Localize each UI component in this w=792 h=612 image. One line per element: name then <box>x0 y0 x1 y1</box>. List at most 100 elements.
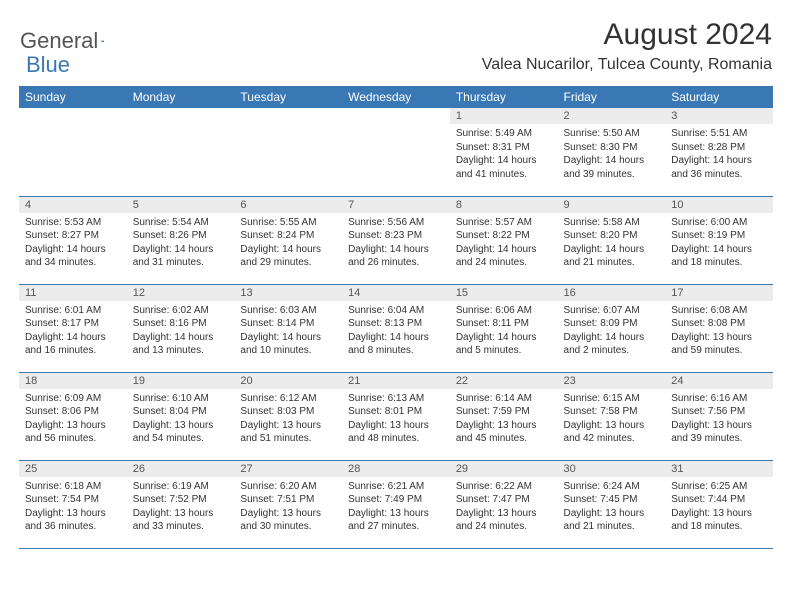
logo-text-blue: Blue <box>26 52 70 77</box>
weekday-header: Saturday <box>665 86 773 108</box>
calendar-cell: 26Sunrise: 6:19 AMSunset: 7:52 PMDayligh… <box>127 460 235 548</box>
day-number: 25 <box>19 461 127 477</box>
day-details: Sunrise: 6:07 AMSunset: 8:09 PMDaylight:… <box>558 301 666 362</box>
day-details: Sunrise: 6:21 AMSunset: 7:49 PMDaylight:… <box>342 477 450 538</box>
day-details: Sunrise: 6:04 AMSunset: 8:13 PMDaylight:… <box>342 301 450 362</box>
weekday-header: Tuesday <box>234 86 342 108</box>
day-number: 15 <box>450 285 558 301</box>
calendar-cell: 22Sunrise: 6:14 AMSunset: 7:59 PMDayligh… <box>450 372 558 460</box>
calendar-cell: 4Sunrise: 5:53 AMSunset: 8:27 PMDaylight… <box>19 196 127 284</box>
calendar-cell: 2Sunrise: 5:50 AMSunset: 8:30 PMDaylight… <box>558 108 666 196</box>
day-details: Sunrise: 6:10 AMSunset: 8:04 PMDaylight:… <box>127 389 235 450</box>
calendar-cell: 29Sunrise: 6:22 AMSunset: 7:47 PMDayligh… <box>450 460 558 548</box>
calendar-cell: 12Sunrise: 6:02 AMSunset: 8:16 PMDayligh… <box>127 284 235 372</box>
day-details: Sunrise: 6:03 AMSunset: 8:14 PMDaylight:… <box>234 301 342 362</box>
calendar-cell <box>234 108 342 196</box>
day-number: 21 <box>342 373 450 389</box>
calendar-row: 25Sunrise: 6:18 AMSunset: 7:54 PMDayligh… <box>19 460 773 548</box>
calendar-cell: 7Sunrise: 5:56 AMSunset: 8:23 PMDaylight… <box>342 196 450 284</box>
day-number: 12 <box>127 285 235 301</box>
day-number: 23 <box>558 373 666 389</box>
logo-text-general: General <box>20 28 98 54</box>
day-details: Sunrise: 6:20 AMSunset: 7:51 PMDaylight:… <box>234 477 342 538</box>
day-details: Sunrise: 5:54 AMSunset: 8:26 PMDaylight:… <box>127 213 235 274</box>
day-details: Sunrise: 6:16 AMSunset: 7:56 PMDaylight:… <box>665 389 773 450</box>
calendar-cell: 19Sunrise: 6:10 AMSunset: 8:04 PMDayligh… <box>127 372 235 460</box>
calendar-cell: 1Sunrise: 5:49 AMSunset: 8:31 PMDaylight… <box>450 108 558 196</box>
day-details: Sunrise: 6:00 AMSunset: 8:19 PMDaylight:… <box>665 213 773 274</box>
weekday-header: Sunday <box>19 86 127 108</box>
day-number: 1 <box>450 108 558 124</box>
calendar-row: 18Sunrise: 6:09 AMSunset: 8:06 PMDayligh… <box>19 372 773 460</box>
calendar-cell: 14Sunrise: 6:04 AMSunset: 8:13 PMDayligh… <box>342 284 450 372</box>
day-number: 28 <box>342 461 450 477</box>
calendar-row: 1Sunrise: 5:49 AMSunset: 8:31 PMDaylight… <box>19 108 773 196</box>
day-number: 18 <box>19 373 127 389</box>
day-number: 17 <box>665 285 773 301</box>
calendar-row: 11Sunrise: 6:01 AMSunset: 8:17 PMDayligh… <box>19 284 773 372</box>
day-details: Sunrise: 6:13 AMSunset: 8:01 PMDaylight:… <box>342 389 450 450</box>
day-number: 9 <box>558 197 666 213</box>
day-details: Sunrise: 5:58 AMSunset: 8:20 PMDaylight:… <box>558 213 666 274</box>
day-details: Sunrise: 5:50 AMSunset: 8:30 PMDaylight:… <box>558 124 666 185</box>
page-header: General August 2024 Valea Nucarilor, Tul… <box>0 0 792 80</box>
calendar-cell: 30Sunrise: 6:24 AMSunset: 7:45 PMDayligh… <box>558 460 666 548</box>
calendar-cell: 17Sunrise: 6:08 AMSunset: 8:08 PMDayligh… <box>665 284 773 372</box>
day-number: 2 <box>558 108 666 124</box>
day-details: Sunrise: 6:22 AMSunset: 7:47 PMDaylight:… <box>450 477 558 538</box>
calendar-cell: 3Sunrise: 5:51 AMSunset: 8:28 PMDaylight… <box>665 108 773 196</box>
day-details: Sunrise: 6:12 AMSunset: 8:03 PMDaylight:… <box>234 389 342 450</box>
logo: General <box>20 28 123 54</box>
logo-blue-text-wrap: Blue <box>26 52 70 78</box>
day-details: Sunrise: 6:15 AMSunset: 7:58 PMDaylight:… <box>558 389 666 450</box>
calendar-cell: 25Sunrise: 6:18 AMSunset: 7:54 PMDayligh… <box>19 460 127 548</box>
day-number: 11 <box>19 285 127 301</box>
calendar-cell: 23Sunrise: 6:15 AMSunset: 7:58 PMDayligh… <box>558 372 666 460</box>
day-details: Sunrise: 5:56 AMSunset: 8:23 PMDaylight:… <box>342 213 450 274</box>
day-number: 26 <box>127 461 235 477</box>
day-details: Sunrise: 6:25 AMSunset: 7:44 PMDaylight:… <box>665 477 773 538</box>
weekday-header-row: Sunday Monday Tuesday Wednesday Thursday… <box>19 86 773 108</box>
calendar-cell: 15Sunrise: 6:06 AMSunset: 8:11 PMDayligh… <box>450 284 558 372</box>
calendar-body: 1Sunrise: 5:49 AMSunset: 8:31 PMDaylight… <box>19 108 773 548</box>
day-number: 24 <box>665 373 773 389</box>
day-number: 13 <box>234 285 342 301</box>
location-line: Valea Nucarilor, Tulcea County, Romania <box>482 56 772 74</box>
calendar-cell: 9Sunrise: 5:58 AMSunset: 8:20 PMDaylight… <box>558 196 666 284</box>
day-details: Sunrise: 6:24 AMSunset: 7:45 PMDaylight:… <box>558 477 666 538</box>
calendar-cell: 5Sunrise: 5:54 AMSunset: 8:26 PMDaylight… <box>127 196 235 284</box>
day-details: Sunrise: 5:55 AMSunset: 8:24 PMDaylight:… <box>234 213 342 274</box>
calendar-cell: 16Sunrise: 6:07 AMSunset: 8:09 PMDayligh… <box>558 284 666 372</box>
day-number: 10 <box>665 197 773 213</box>
day-details: Sunrise: 6:18 AMSunset: 7:54 PMDaylight:… <box>19 477 127 538</box>
calendar-cell: 21Sunrise: 6:13 AMSunset: 8:01 PMDayligh… <box>342 372 450 460</box>
day-number: 14 <box>342 285 450 301</box>
day-number: 4 <box>19 197 127 213</box>
day-details: Sunrise: 5:53 AMSunset: 8:27 PMDaylight:… <box>19 213 127 274</box>
calendar-cell: 6Sunrise: 5:55 AMSunset: 8:24 PMDaylight… <box>234 196 342 284</box>
calendar-cell: 11Sunrise: 6:01 AMSunset: 8:17 PMDayligh… <box>19 284 127 372</box>
day-number: 27 <box>234 461 342 477</box>
day-number: 22 <box>450 373 558 389</box>
day-details: Sunrise: 6:02 AMSunset: 8:16 PMDaylight:… <box>127 301 235 362</box>
calendar-cell <box>19 108 127 196</box>
day-details: Sunrise: 6:08 AMSunset: 8:08 PMDaylight:… <box>665 301 773 362</box>
day-number: 3 <box>665 108 773 124</box>
month-title: August 2024 <box>482 18 772 52</box>
day-number: 7 <box>342 197 450 213</box>
weekday-header: Friday <box>558 86 666 108</box>
calendar-cell: 28Sunrise: 6:21 AMSunset: 7:49 PMDayligh… <box>342 460 450 548</box>
day-number: 20 <box>234 373 342 389</box>
title-block: August 2024 Valea Nucarilor, Tulcea Coun… <box>482 18 772 74</box>
weekday-header: Monday <box>127 86 235 108</box>
day-details: Sunrise: 6:06 AMSunset: 8:11 PMDaylight:… <box>450 301 558 362</box>
logo-triangle-icon <box>101 32 104 50</box>
calendar-cell: 31Sunrise: 6:25 AMSunset: 7:44 PMDayligh… <box>665 460 773 548</box>
day-number: 31 <box>665 461 773 477</box>
day-number: 19 <box>127 373 235 389</box>
calendar-cell: 8Sunrise: 5:57 AMSunset: 8:22 PMDaylight… <box>450 196 558 284</box>
day-details: Sunrise: 6:01 AMSunset: 8:17 PMDaylight:… <box>19 301 127 362</box>
calendar-cell: 10Sunrise: 6:00 AMSunset: 8:19 PMDayligh… <box>665 196 773 284</box>
calendar-cell <box>127 108 235 196</box>
day-details: Sunrise: 5:51 AMSunset: 8:28 PMDaylight:… <box>665 124 773 185</box>
